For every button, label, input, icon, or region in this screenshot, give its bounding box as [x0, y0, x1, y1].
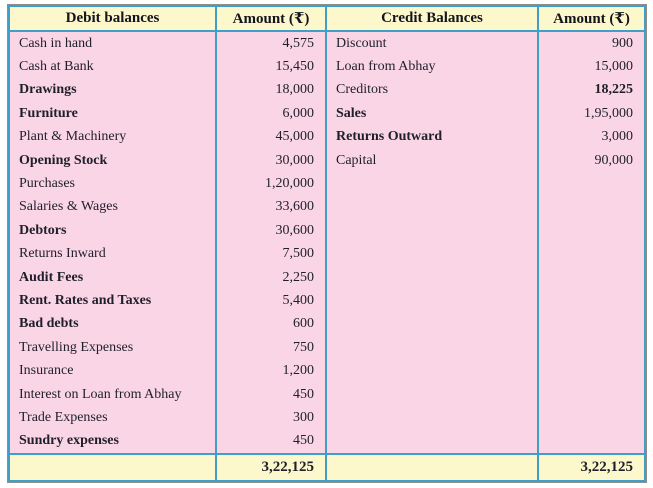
credit-total-spacer	[327, 453, 539, 480]
table-inner: Debit balances Amount (₹) Credit Balance…	[8, 5, 646, 482]
credit-row-amount: 1,95,000	[539, 102, 644, 126]
debit-row-label: Rent. Rates and Taxes	[10, 289, 217, 313]
credit-row-label	[327, 242, 539, 266]
debit-row-label: Cash at Bank	[10, 55, 217, 79]
credit-row-label	[327, 382, 539, 407]
credit-row-amount: 900	[539, 32, 644, 56]
credit-row-amount: 18,225	[539, 78, 644, 103]
debit-row-label: Travelling Expenses	[10, 336, 217, 360]
debit-row-amount: 4,575	[217, 32, 327, 56]
credit-row-amount: 90,000	[539, 148, 644, 173]
debit-row-amount: 1,20,000	[217, 172, 327, 196]
credit-row-amount	[539, 265, 644, 290]
debit-total-spacer	[10, 453, 217, 480]
debit-row-amount: 45,000	[217, 125, 327, 149]
debit-row-label: Trade Expenses	[10, 406, 217, 430]
debit-row-label: Audit Fees	[10, 265, 217, 290]
debit-row-label: Salaries & Wages	[10, 195, 217, 220]
debit-row-amount: 7,500	[217, 242, 327, 266]
credit-row-amount	[539, 172, 644, 196]
debit-row-amount: 30,000	[217, 148, 327, 173]
debit-row-amount: 5,400	[217, 289, 327, 313]
debit-total: 3,22,125	[217, 453, 327, 480]
credit-row-amount	[539, 406, 644, 430]
debit-row-label: Opening Stock	[10, 148, 217, 173]
debit-row-label: Cash in hand	[10, 32, 217, 56]
credit-row-label	[327, 359, 539, 383]
credit-row-label	[327, 312, 539, 337]
debit-row-amount: 450	[217, 429, 327, 453]
credit-row-amount	[539, 359, 644, 383]
debit-column-header: Debit balances	[10, 7, 217, 32]
debit-row-label: Drawings	[10, 78, 217, 103]
debit-row-amount: 300	[217, 406, 327, 430]
debit-row-amount: 750	[217, 336, 327, 360]
credit-amount-header: Amount (₹)	[539, 7, 644, 32]
trial-balance-table: Debit balances Amount (₹) Credit Balance…	[7, 4, 647, 483]
debit-row-amount: 18,000	[217, 78, 327, 103]
credit-total: 3,22,125	[539, 453, 644, 480]
credit-row-amount: 15,000	[539, 55, 644, 79]
credit-row-label: Returns Outward	[327, 125, 539, 149]
debit-row-label: Sundry expenses	[10, 429, 217, 453]
debit-amount-header: Amount (₹)	[217, 7, 327, 32]
credit-row-amount	[539, 289, 644, 313]
debit-row-label: Bad debts	[10, 312, 217, 337]
debit-row-amount: 6,000	[217, 102, 327, 126]
debit-row-amount: 450	[217, 382, 327, 407]
credit-row-amount	[539, 312, 644, 337]
table-header-row: Debit balances Amount (₹) Credit Balance…	[10, 7, 644, 32]
table-body: Cash in hand 4,575 Discount 900 Cash at Bank…	[10, 32, 644, 453]
debit-row-label: Plant & Machinery	[10, 125, 217, 149]
credit-row-label	[327, 265, 539, 290]
credit-row-amount	[539, 242, 644, 266]
debit-row-amount: 600	[217, 312, 327, 337]
debit-row-label: Insurance	[10, 359, 217, 383]
credit-column-header: Credit Balances	[327, 7, 539, 32]
debit-row-label: Furniture	[10, 102, 217, 126]
credit-row-label	[327, 406, 539, 430]
credit-row-amount	[539, 429, 644, 453]
debit-row-amount: 15,450	[217, 55, 327, 79]
credit-row-label	[327, 336, 539, 360]
credit-row-amount	[539, 336, 644, 360]
debit-row-label: Returns Inward	[10, 242, 217, 266]
credit-row-label	[327, 172, 539, 196]
table-total-row: 3,22,125 3,22,125	[10, 453, 644, 480]
credit-row-label: Loan from Abhay	[327, 55, 539, 79]
debit-row-amount: 33,600	[217, 195, 327, 220]
credit-row-label: Discount	[327, 32, 539, 56]
credit-row-label	[327, 195, 539, 220]
debit-row-amount: 30,600	[217, 219, 327, 243]
debit-row-amount: 2,250	[217, 265, 327, 290]
credit-row-label: Capital	[327, 148, 539, 173]
debit-row-amount: 1,200	[217, 359, 327, 383]
debit-row-label: Purchases	[10, 172, 217, 196]
credit-row-label: Sales	[327, 102, 539, 126]
credit-row-amount	[539, 219, 644, 243]
credit-row-amount: 3,000	[539, 125, 644, 149]
credit-row-label	[327, 219, 539, 243]
credit-row-amount	[539, 195, 644, 220]
credit-row-amount	[539, 382, 644, 407]
debit-row-label: Debtors	[10, 219, 217, 243]
credit-row-label: Creditors	[327, 78, 539, 103]
credit-row-label	[327, 429, 539, 453]
debit-row-label: Interest on Loan from Abhay	[10, 382, 217, 407]
credit-row-label	[327, 289, 539, 313]
